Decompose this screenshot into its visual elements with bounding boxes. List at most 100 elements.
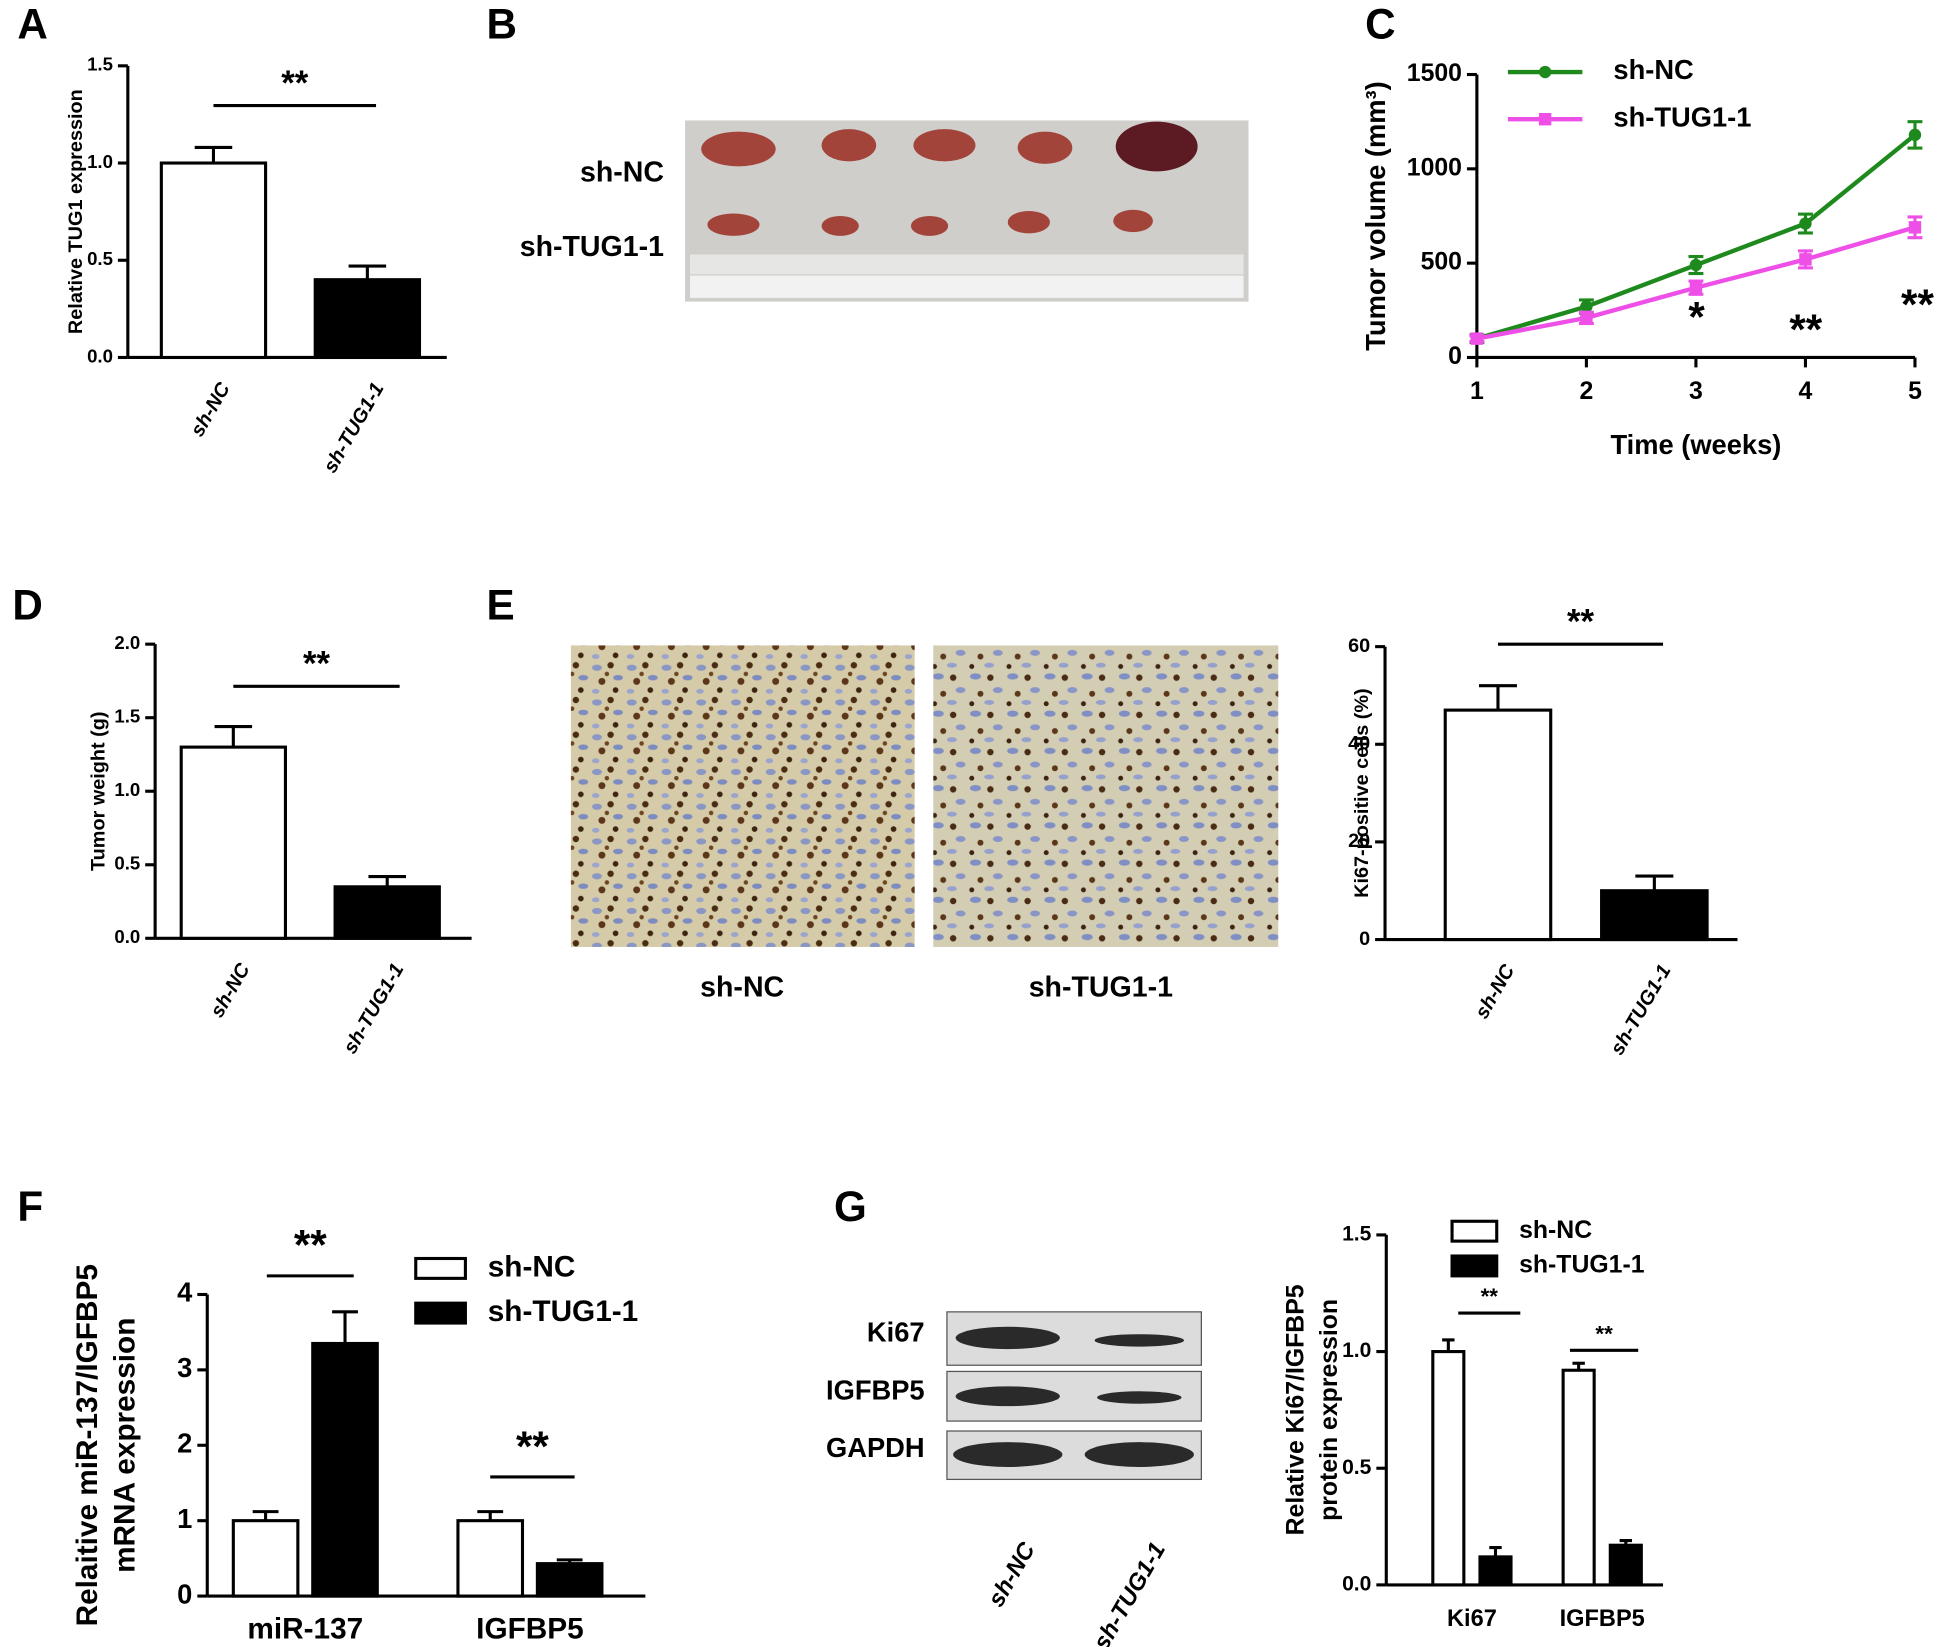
y-tick-label: 0 bbox=[1448, 343, 1462, 370]
bar bbox=[1431, 1350, 1466, 1587]
x-tick-label: sh-NC bbox=[186, 378, 235, 440]
x-tick-label: sh-TUG1-1 bbox=[339, 960, 408, 1058]
y-tick-label: 0 bbox=[177, 1578, 192, 1609]
y-axis-label: protein expression bbox=[1316, 1299, 1343, 1521]
x-tick-label: IGFBP5 bbox=[476, 1613, 584, 1646]
panel-label: D bbox=[12, 581, 42, 628]
y-axis-label: Relaitive miR-137/IGFBP5 bbox=[71, 1264, 104, 1626]
significance-label: ** bbox=[1595, 1321, 1613, 1346]
y-axis-label: Tumor volume (mm³) bbox=[1360, 81, 1391, 350]
y-tick-label: 1.0 bbox=[1342, 1339, 1371, 1362]
lane-label: sh-NC bbox=[983, 1537, 1041, 1611]
legend-swatch bbox=[1450, 1254, 1499, 1278]
bar bbox=[313, 278, 422, 360]
significance-label: ** bbox=[303, 646, 331, 684]
legend-label: sh-NC bbox=[488, 1250, 576, 1283]
y-tick-label: 1500 bbox=[1407, 60, 1462, 87]
point bbox=[1580, 311, 1593, 325]
point bbox=[1908, 128, 1922, 142]
legend-label: sh-NC bbox=[1519, 1217, 1592, 1244]
x-tick-label: 5 bbox=[1908, 378, 1922, 405]
y-tick-label: 1.0 bbox=[87, 151, 113, 172]
y-axis-label: Ki67-positive cells (%) bbox=[1351, 688, 1373, 898]
y-axis-label: Tumor weight (g) bbox=[88, 711, 110, 870]
y-axis-label: Relative Ki67/IGFBP5 bbox=[1282, 1284, 1309, 1535]
bar bbox=[1561, 1368, 1596, 1587]
point bbox=[1689, 281, 1703, 294]
bar bbox=[179, 745, 287, 940]
point bbox=[1470, 332, 1484, 345]
y-tick-label: 0 bbox=[1359, 928, 1370, 950]
panel-label: F bbox=[17, 1183, 43, 1230]
significance-label: * bbox=[1688, 293, 1705, 340]
x-tick-label: 4 bbox=[1799, 378, 1813, 405]
y-axis-label: mRNA expression bbox=[108, 1318, 141, 1573]
protein-label: IGFBP5 bbox=[826, 1375, 925, 1406]
bar bbox=[535, 1562, 604, 1598]
x-tick-label: sh-NC bbox=[1471, 960, 1520, 1022]
legend-swatch bbox=[1450, 1219, 1499, 1243]
panel-label: B bbox=[487, 0, 517, 47]
bar bbox=[456, 1519, 525, 1598]
significance-label: ** bbox=[1481, 1284, 1499, 1309]
y-tick-label: 0.5 bbox=[87, 248, 113, 269]
y-tick-label: 1.5 bbox=[1342, 1222, 1372, 1245]
legend-marker bbox=[1538, 112, 1552, 126]
y-axis-label: Relative TUG1 expression bbox=[65, 89, 87, 334]
y-tick-label: 500 bbox=[1421, 249, 1462, 276]
panel-label: E bbox=[487, 581, 515, 628]
y-tick-label: 2.0 bbox=[114, 632, 140, 653]
ihc-image bbox=[933, 645, 1279, 947]
bar bbox=[1600, 889, 1709, 942]
row-label: sh-TUG1-1 bbox=[520, 231, 664, 263]
y-tick-label: 0.0 bbox=[1342, 1572, 1371, 1595]
significance-label: ** bbox=[281, 65, 309, 103]
y-tick-label: 0.5 bbox=[1342, 1456, 1372, 1479]
y-tick-label: 0.0 bbox=[87, 345, 113, 366]
y-tick-label: 1 bbox=[177, 1503, 192, 1534]
y-tick-label: 0.5 bbox=[114, 853, 140, 874]
protein-label: GAPDH bbox=[826, 1432, 925, 1463]
x-axis-label: Time (weeks) bbox=[1610, 429, 1781, 460]
legend-label: sh-NC bbox=[1613, 54, 1693, 85]
legend-label: sh-TUG1-1 bbox=[1613, 101, 1751, 132]
point bbox=[1908, 221, 1922, 234]
y-tick-label: 1.5 bbox=[87, 54, 113, 75]
x-tick-label: sh-TUG1-1 bbox=[319, 379, 388, 477]
legend-swatch bbox=[414, 1301, 467, 1325]
western-blot bbox=[946, 1311, 1202, 1481]
ihc-image bbox=[570, 645, 915, 947]
panel-label: C bbox=[1365, 0, 1395, 47]
legend-marker bbox=[1538, 65, 1552, 79]
bar bbox=[1608, 1543, 1643, 1587]
point bbox=[1580, 300, 1593, 313]
y-tick-label: 4 bbox=[177, 1277, 193, 1308]
y-tick-label: 40 bbox=[1348, 733, 1370, 755]
lane-label: sh-TUG1-1 bbox=[1088, 1538, 1170, 1647]
significance-label: ** bbox=[294, 1222, 327, 1269]
bar bbox=[231, 1519, 300, 1598]
legend-label: sh-TUG1-1 bbox=[488, 1295, 638, 1328]
significance-label: ** bbox=[516, 1423, 549, 1470]
significance-label: ** bbox=[1567, 603, 1595, 641]
bar bbox=[311, 1341, 379, 1598]
significance-label: ** bbox=[1789, 306, 1822, 353]
image-caption: sh-TUG1-1 bbox=[1029, 972, 1173, 1004]
legend-swatch bbox=[414, 1256, 467, 1280]
row-label: sh-NC bbox=[580, 156, 664, 188]
x-tick-label: 1 bbox=[1470, 378, 1484, 405]
image-caption: sh-NC bbox=[700, 972, 784, 1004]
point bbox=[1799, 217, 1812, 230]
x-tick-label: Ki67 bbox=[1447, 1605, 1497, 1631]
y-tick-label: 60 bbox=[1348, 635, 1370, 657]
x-tick-label: IGFBP5 bbox=[1560, 1605, 1645, 1631]
y-tick-label: 2 bbox=[177, 1427, 192, 1458]
y-tick-label: 1.0 bbox=[114, 779, 140, 800]
significance-label: ** bbox=[1901, 281, 1934, 328]
y-tick-label: 0.0 bbox=[114, 926, 140, 947]
x-tick-label: 2 bbox=[1579, 378, 1593, 405]
tumor-photo bbox=[685, 120, 1249, 302]
x-tick-label: sh-TUG1-1 bbox=[1606, 961, 1675, 1059]
